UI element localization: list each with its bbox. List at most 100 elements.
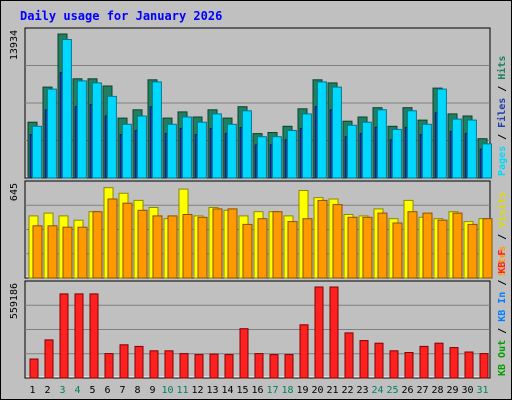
bar-sites [137, 209, 148, 279]
bar-pages [286, 130, 297, 179]
bar-sites [392, 222, 403, 279]
x-tick-label: 3 [59, 385, 65, 396]
bar-pages [166, 123, 177, 179]
bar-pages [181, 116, 192, 179]
bar-sites [437, 219, 448, 279]
bar-kb-f [119, 344, 129, 379]
x-tick-label: 17 [266, 385, 278, 396]
chart-panels: 13934 Pages / Files / Hits 645 Sites / Visi… [9, 27, 508, 379]
bar-pages [241, 110, 252, 179]
legend-entry: / [497, 280, 508, 292]
x-tick-label: 30 [461, 385, 473, 396]
legend-entry: / [497, 234, 508, 246]
bar-pages [481, 143, 492, 179]
bar-sites [182, 214, 193, 279]
bar-pages [406, 110, 417, 179]
x-tick-label: 16 [251, 385, 263, 396]
bar-sites [257, 218, 268, 279]
bar-pages [196, 121, 207, 179]
bar-pages [211, 113, 222, 179]
bar-sites [47, 225, 58, 279]
bar-kb-f [239, 328, 249, 379]
bar-kb-f [389, 350, 399, 379]
bar-kb-f [479, 353, 489, 379]
x-tick-label: 24 [371, 385, 383, 396]
bar-pages [121, 123, 132, 179]
bar-sites [452, 212, 463, 279]
bar-sites [227, 208, 238, 279]
bar-kb-f [209, 353, 219, 379]
bar-kb-f [464, 351, 474, 379]
legend-entry: Hits [496, 56, 508, 86]
x-tick-label: 23 [356, 385, 368, 396]
bar-sites [197, 216, 208, 279]
bar-pages [61, 39, 72, 179]
bar-pages [331, 86, 342, 179]
bar-pages [151, 81, 162, 179]
bar-pages [301, 113, 312, 179]
x-tick-label: 27 [416, 385, 428, 396]
legend-entry: Files [496, 98, 508, 134]
bar-sites [302, 218, 313, 279]
bar-kb-f [44, 339, 54, 379]
legend-kbytes: KB Out / KB In / KB F [497, 250, 508, 376]
bar-kb-f [254, 353, 264, 379]
bar-kb-f [29, 358, 39, 379]
bar-sites [482, 218, 493, 279]
y-max-label: 13934 [9, 30, 20, 60]
bar-pages [376, 109, 387, 179]
bar-kb-f [224, 354, 234, 379]
bar-kb-f [179, 353, 189, 379]
panel-kbytes: 559186 KB Out / KB In / KB F [9, 250, 508, 379]
bar-pages [421, 123, 432, 179]
panel-visits-sites: 645 Sites / Visits [9, 180, 508, 279]
legend-hits-files-pages: Pages / Files / Hits [496, 56, 508, 176]
bar-kb-f [419, 345, 429, 379]
x-tick-label: 4 [74, 385, 80, 396]
bar-kb-f [134, 345, 144, 379]
x-tick-label: 31 [476, 385, 488, 396]
x-tick-label: 11 [176, 385, 188, 396]
bar-kb-f [404, 352, 414, 379]
x-axis-labels: 1 2 3 4 5 6 7 8 9 10 11 12 13 14 15 16 17 18 19 20 21 22 23 24 2… [29, 385, 488, 396]
x-tick-label: 26 [401, 385, 413, 396]
bar-kb-f [164, 350, 174, 379]
bar-sites [122, 202, 133, 279]
x-tick-label: 7 [119, 385, 125, 396]
legend-entry: Pages [497, 146, 508, 176]
bar-kb-f [449, 347, 459, 379]
x-tick-label: 15 [236, 385, 248, 396]
bar-pages [451, 118, 462, 179]
legend-entry: / [497, 134, 508, 146]
x-tick-label: 14 [221, 385, 233, 396]
bar-sites [32, 225, 43, 279]
bar-pages [346, 124, 357, 179]
bar-sites [347, 216, 358, 279]
bar-sites [152, 215, 163, 279]
bar-sites [332, 204, 343, 279]
x-tick-label: 25 [386, 385, 398, 396]
legend-entry: KB Out [497, 340, 508, 376]
bar-pages [46, 88, 57, 179]
bar-sites [287, 221, 298, 279]
bar-pages [136, 115, 147, 179]
bar-sites [377, 212, 388, 279]
chart-title: Daily usage for January 2026 [20, 9, 222, 23]
bar-kb-f [299, 324, 309, 379]
bar-sites [107, 198, 118, 279]
bar-kb-f [74, 293, 84, 379]
bar-sites [167, 215, 178, 279]
bar-kb-f [194, 354, 204, 379]
y-max-label: 645 [9, 183, 20, 201]
legend-entry: Sites [496, 246, 508, 276]
legend-entry: Visits [496, 192, 508, 234]
bar-sites [92, 211, 103, 279]
legend-entry: / [497, 328, 508, 340]
bar-pages [256, 136, 267, 179]
bar-pages [361, 121, 372, 179]
bar-pages [76, 80, 87, 179]
bar-sites [362, 216, 373, 279]
x-tick-label: 12 [191, 385, 203, 396]
bar-pages [466, 119, 477, 179]
